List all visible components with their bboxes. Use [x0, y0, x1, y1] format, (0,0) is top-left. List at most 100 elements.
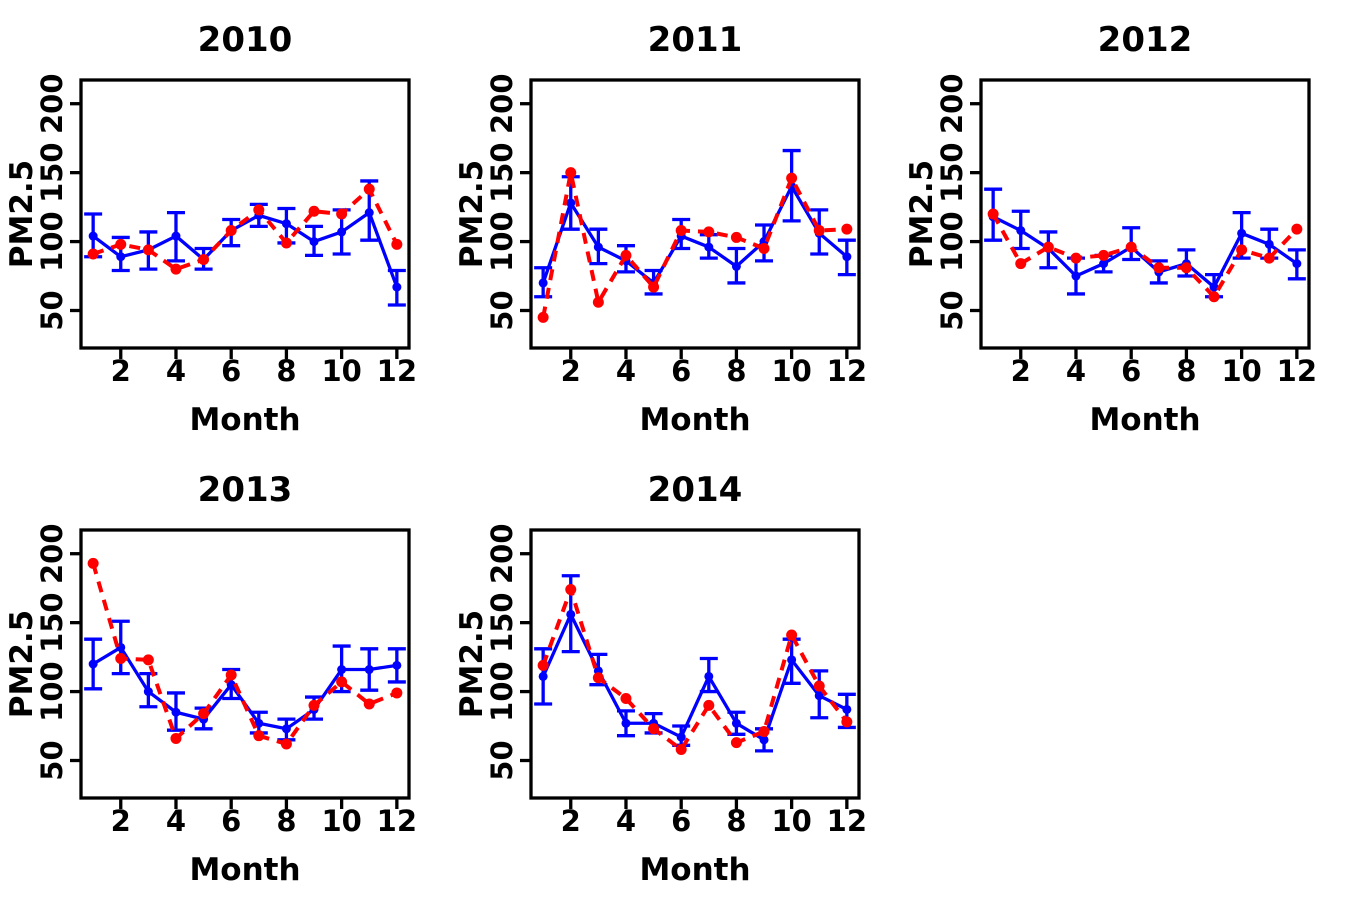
x-tick-label: 2 [1011, 354, 1031, 388]
y-tick-label: 100 [35, 661, 69, 722]
x-tick-label: 6 [221, 804, 241, 838]
blue-data-point [171, 231, 181, 241]
blue-data-point [566, 198, 576, 208]
blue-data-point [842, 704, 852, 714]
red-data-point [786, 172, 798, 184]
red-series-points [87, 183, 403, 275]
blue-data-point [281, 219, 291, 229]
red-data-point [592, 672, 604, 684]
x-tick-label: 10 [771, 804, 811, 838]
y-tick-label: 150 [35, 592, 69, 653]
chart-svg-2013: 50 100 150 200 2 4 6 8 10 12 2013 Month PM2.5 [4, 470, 417, 888]
red-data-point [703, 226, 715, 238]
blue-data-point [787, 655, 797, 665]
blue-series-line [541, 612, 848, 742]
blue-data-point [1237, 228, 1247, 238]
chart-panel-2013: 50 100 150 200 2 4 6 8 10 12 2013 Month PM2.5 [0, 450, 450, 900]
x-tick-label: 4 [166, 354, 186, 388]
x-axis: 2 4 6 8 10 12 [111, 798, 417, 838]
x-tick-label: 2 [561, 804, 581, 838]
y-tick-label: 100 [485, 211, 519, 272]
x-axis: 2 4 6 8 10 12 [561, 798, 867, 838]
red-data-point [703, 699, 715, 711]
blue-data-point [704, 671, 714, 681]
x-tick-label: 4 [616, 804, 636, 838]
red-data-point [987, 208, 999, 220]
y-axis: 50 100 150 200 [485, 523, 531, 781]
x-axis: 2 4 6 8 10 12 [111, 348, 417, 388]
y-axis: 50 100 150 200 [485, 73, 531, 331]
red-data-point [115, 238, 127, 250]
y-tick-label: 200 [35, 73, 69, 134]
y-tick-label: 200 [485, 73, 519, 134]
red-data-point [1125, 241, 1137, 253]
red-data-point [813, 680, 825, 692]
x-tick-label: 2 [111, 804, 131, 838]
x-tick-label: 4 [616, 354, 636, 388]
red-data-point [537, 659, 549, 671]
red-data-point [225, 225, 237, 237]
red-data-point [620, 249, 632, 261]
red-series-line [541, 587, 849, 752]
y-axis-label: PM2.5 [4, 610, 40, 719]
blue-series-line [541, 184, 848, 285]
red-series-line [91, 562, 398, 746]
red-data-point [675, 225, 687, 237]
x-tick-label: 8 [726, 804, 746, 838]
blue-data-point [116, 252, 126, 262]
red-data-point [142, 654, 154, 666]
red-data-point [225, 669, 237, 681]
y-axis-label: PM2.5 [904, 160, 940, 269]
red-data-point [280, 738, 292, 750]
blue-data-point [814, 691, 824, 701]
blue-data-point [1292, 259, 1302, 269]
blue-data-point [593, 242, 603, 252]
x-axis: 2 4 6 8 10 12 [1011, 348, 1317, 388]
plot-box [979, 78, 1311, 350]
x-tick-label: 6 [671, 804, 691, 838]
red-data-point [1015, 258, 1027, 270]
x-axis: 2 4 6 8 10 12 [561, 348, 867, 388]
blue-data-point [566, 609, 576, 619]
y-tick-label: 200 [485, 523, 519, 584]
y-axis: 50 100 150 200 [935, 73, 981, 331]
red-series-line [92, 187, 399, 272]
blue-data-point [309, 237, 319, 247]
red-data-point [142, 244, 154, 256]
red-data-point [1153, 262, 1165, 274]
y-axis: 50 100 150 200 [35, 73, 81, 331]
blue-data-point [731, 261, 741, 271]
x-axis-label: Month [639, 852, 750, 888]
red-data-point [280, 237, 292, 249]
x-tick-label: 10 [321, 354, 361, 388]
red-data-point [758, 726, 770, 738]
blue-data-point [621, 718, 631, 728]
blue-data-point [337, 665, 347, 675]
blue-data-point [1264, 239, 1274, 249]
y-tick-label: 150 [35, 142, 69, 203]
red-data-point [675, 743, 687, 755]
x-axis-label: Month [1089, 402, 1200, 438]
x-tick-label: 12 [827, 354, 867, 388]
red-data-point [1098, 249, 1110, 261]
red-data-point [565, 584, 577, 596]
y-tick-label: 50 [35, 740, 69, 780]
y-axis-label: PM2.5 [4, 160, 40, 269]
x-tick-label: 4 [1066, 354, 1086, 388]
blue-data-point [842, 252, 852, 262]
red-data-point [87, 248, 99, 260]
x-tick-label: 12 [827, 804, 867, 838]
red-series-points [537, 584, 853, 755]
red-data-point [308, 205, 320, 217]
y-axis-label: PM2.5 [454, 160, 490, 269]
y-axis-label: PM2.5 [454, 610, 490, 719]
x-axis-label: Month [189, 402, 300, 438]
red-series-line [541, 170, 847, 318]
blue-data-point [1071, 271, 1081, 281]
blue-data-point [88, 659, 98, 669]
x-tick-label: 8 [726, 354, 746, 388]
chart-svg-2012: 50 100 150 200 2 4 6 8 10 12 2012 Month PM2.5 [904, 20, 1317, 438]
panel-title: 2010 [198, 20, 293, 60]
red-data-point [786, 629, 798, 641]
red-series-points [537, 167, 853, 323]
